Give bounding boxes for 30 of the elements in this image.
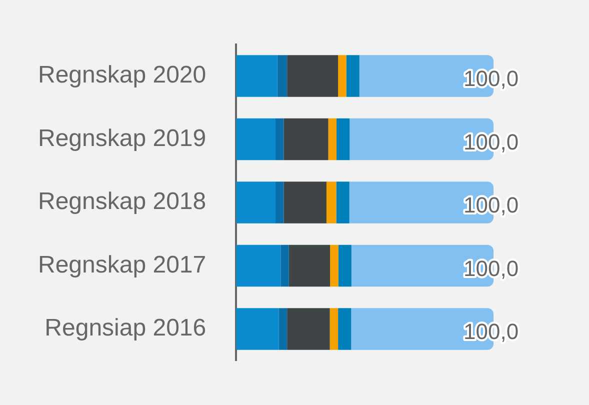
bar [288,244,330,287]
bar [236,118,276,160]
bar [326,182,336,224]
bar [338,308,352,350]
bar [330,244,338,287]
bar [278,308,288,350]
bar [236,55,278,97]
bar [280,244,289,287]
bar [236,308,279,350]
bar [276,118,284,160]
bar [284,118,328,160]
bar [276,182,284,224]
bar [236,244,281,287]
y-tick-label: Regnskap 2020 [38,62,206,89]
y-tick-label: Regnsiap 2016 [44,314,206,342]
bar [287,55,338,97]
bar [284,182,326,224]
bar [336,182,350,224]
bar [277,55,288,97]
y-tick-label: Regnskap 2019 [38,124,206,152]
bar [346,55,360,97]
bar [330,308,338,350]
bar [338,55,346,97]
y-tick-label: Regnskap 2017 [38,251,206,278]
y-tick-label: Regnskap 2018 [38,188,206,216]
bar [287,308,330,350]
bar [338,244,352,287]
bar [328,118,337,160]
bar [336,118,350,160]
bar [236,182,276,224]
